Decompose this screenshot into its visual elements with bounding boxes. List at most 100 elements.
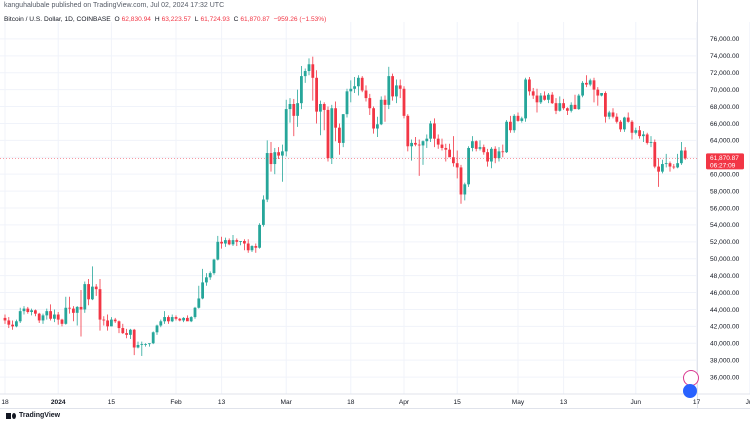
candle [26,306,30,314]
candle-body [516,115,520,121]
candle-body [467,147,470,185]
y-tick-label: 70,000.00 [710,87,740,94]
candle [330,104,334,165]
candle-body [531,91,535,96]
candle [645,132,649,145]
candle [254,243,258,253]
open-label: O [114,16,120,23]
candle [338,123,341,155]
candle [87,279,90,306]
candlestick-chart[interactable]: 36,000.00 38,000.00 40,000.00 42,000.00 44,0… [0,0,750,408]
candle [94,284,98,296]
y-axis[interactable]: 36,000.00 38,000.00 40,000.00 42,000.00 44,0… [697,0,740,408]
candle-body [402,88,406,116]
candle-body [474,141,478,149]
candle-body [395,85,398,97]
candle [414,136,417,147]
candle [429,120,432,143]
candle-body [547,94,550,100]
candle-body [41,315,45,321]
candle [501,144,505,158]
candle-body [18,311,22,322]
candle [604,91,607,123]
y-tick-label: 58,000.00 [710,188,740,195]
candle [315,70,318,124]
candle-body [7,320,11,325]
candle [102,316,106,326]
candle [246,239,250,253]
candle [596,87,600,106]
candle-body [22,308,26,312]
last-price-tag: 61,870.87 06:27:09 [0,153,744,170]
candle [125,328,128,339]
candle [531,87,535,99]
candle [668,161,672,172]
candle-body [53,314,56,319]
candle [53,309,56,323]
candle [383,95,387,122]
brand-name: TradingView [19,412,61,419]
candle [75,306,79,326]
candle-body [368,98,372,109]
candle [174,315,178,321]
candle [516,112,520,122]
candle [159,319,163,328]
y-tick-label: 46,000.00 [710,290,740,297]
candle-body [391,76,394,97]
candle [436,134,440,149]
candle [37,312,41,323]
candle-body [680,150,683,164]
candle-body [193,307,197,318]
x-axis[interactable]: 18 2024 15 Feb 13 Mar 18 Apr 15 May 13 Jun 17 Jul [0,393,750,406]
candle [471,136,474,152]
candle [364,85,368,102]
candle-body [15,321,18,327]
candle-body [224,240,227,244]
candle-body [360,77,364,91]
candle [387,66,391,110]
candle [136,341,140,349]
candle [368,93,372,115]
candle [543,91,546,101]
candle-body [524,79,527,119]
candle-body [258,224,261,248]
candle-body [520,118,524,121]
candle-body [3,317,7,321]
candle-body [634,130,638,133]
candle-body [273,152,277,165]
candle [178,317,182,322]
candle-body [83,284,87,310]
candle-body [349,88,353,92]
candle [421,140,425,165]
bar-countdown: 06:27:09 [710,163,736,170]
candle [83,281,87,313]
candle [273,147,277,175]
x-tick-label: 13 [560,399,568,406]
candle-body [34,310,37,314]
candle-body [64,307,68,324]
candle [630,120,634,140]
candle-body [231,240,235,245]
candle-body [277,152,280,156]
candle [372,106,375,134]
candle-body [623,117,626,130]
candle [402,86,406,119]
candle-body [49,311,52,319]
candle-body [600,93,603,96]
flag-icon[interactable] [683,384,697,398]
tradingview-logo[interactable]: TradingView [6,412,60,419]
candle [664,153,668,168]
candle-body [110,319,113,327]
candle-body [212,259,216,274]
candle [235,238,239,247]
x-tick-label: Jun [630,399,641,406]
candle-body [170,317,174,322]
candle [167,315,170,324]
candle-body [205,277,208,283]
candle-body [410,142,413,147]
candle-body [288,104,292,110]
candle [683,147,687,160]
candle [155,324,159,335]
candle-body [615,116,619,122]
candle-body [182,317,185,321]
